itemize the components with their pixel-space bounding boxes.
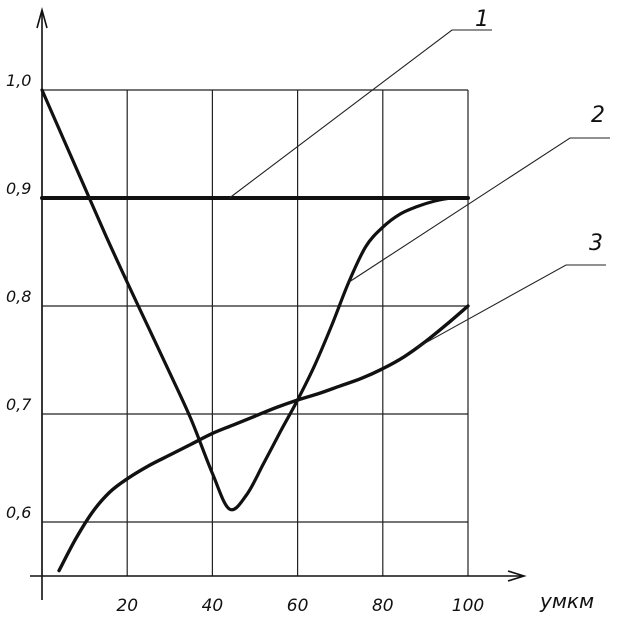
y-tick-label: 0,8: [6, 287, 31, 306]
y-tick-label: 0,7: [6, 395, 32, 414]
series-line-3: [57, 304, 470, 573]
x-tick-label: 80: [372, 596, 394, 616]
axes: [30, 7, 527, 600]
x-tick-label: 40: [202, 596, 224, 616]
grid: [41, 89, 469, 576]
series-label-1: 1: [475, 7, 489, 32]
labels: 20 40 60 80 100 1,0 0,9 0,8 0,7 0,6 yмкм 1 2 3: [6, 7, 610, 616]
x-tick-label: 20: [116, 596, 138, 616]
x-axis-arrow: [507, 570, 527, 582]
x-axis-label: yмкм: [539, 589, 594, 613]
y-axis-arrow: [36, 7, 48, 29]
series-label-2: 2: [591, 103, 605, 128]
series-label-3: 3: [589, 231, 603, 256]
series-lines: [40, 88, 470, 573]
x-tick-label: 60: [287, 596, 309, 616]
leader-line-3: [416, 264, 606, 349]
y-tick-label: 0,9: [6, 179, 31, 198]
y-tick-label: 0,6: [6, 503, 31, 522]
leader-line-2: [348, 137, 610, 283]
x-tick-label: 100: [452, 596, 484, 616]
y-tick-label: 1,0: [6, 71, 31, 90]
leader-line-1: [229, 29, 492, 199]
series-line-2: [40, 88, 470, 512]
